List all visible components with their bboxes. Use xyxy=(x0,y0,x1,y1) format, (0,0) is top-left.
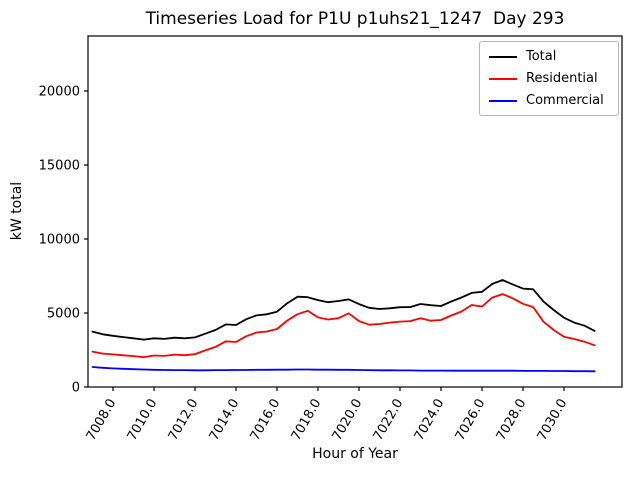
x-tick-label: 7016.0 xyxy=(248,397,284,444)
series-line-total xyxy=(91,279,596,341)
commercial-line-sample xyxy=(489,99,517,102)
x-tick-label: 7008.0 xyxy=(84,397,120,444)
x-tick-label: 7026.0 xyxy=(453,397,489,444)
series-line-commercial xyxy=(91,366,596,373)
x-tick-label: 7022.0 xyxy=(371,397,407,444)
chart-title: Timeseries Load for P1U p1uhs21_1247 Day… xyxy=(145,9,565,29)
total-line-sample xyxy=(489,55,517,58)
legend-label-total: Total xyxy=(526,49,557,64)
legend-label-residential: Residential xyxy=(526,71,598,86)
residential-line-sample xyxy=(489,77,517,80)
legend-item-residential: Residential xyxy=(489,71,610,86)
x-tick-label: 7030.0 xyxy=(535,397,571,444)
y-tick-label: 0 xyxy=(72,381,80,396)
y-tick-label: 10000 xyxy=(39,232,80,247)
x-tick-label: 7010.0 xyxy=(125,397,161,444)
series-line-residential xyxy=(91,293,596,359)
legend-label-commercial: Commercial xyxy=(526,93,604,108)
plot-frame xyxy=(87,35,623,388)
x-tick-label: 7028.0 xyxy=(494,397,530,444)
x-tick-label: 7024.0 xyxy=(412,397,448,444)
legend-item-total: Total xyxy=(489,49,610,64)
y-tick-label: 20000 xyxy=(39,84,80,99)
x-tick-label: 7012.0 xyxy=(166,397,202,444)
legend: Total Residential Commercial xyxy=(479,41,619,116)
x-tick-label: 7014.0 xyxy=(207,397,243,444)
legend-item-commercial: Commercial xyxy=(489,93,610,108)
x-axis-label: Hour of Year xyxy=(312,446,398,462)
y-tick-label: 15000 xyxy=(39,158,80,173)
x-tick-label: 7020.0 xyxy=(330,397,366,444)
y-tick-label: 5000 xyxy=(47,306,80,321)
x-tick-label: 7018.0 xyxy=(289,397,325,444)
